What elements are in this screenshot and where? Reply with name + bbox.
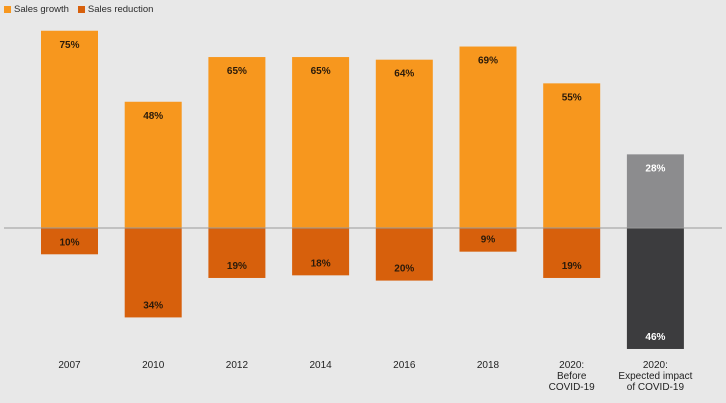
x-tick-line: 2010 [142,360,165,371]
x-tick-line: of COVID-19 [627,382,685,393]
bar-sales-reduction [459,228,517,252]
bar-sales-reduction [124,228,182,318]
bar-sales-reduction [41,228,98,255]
data-label-sales-growth: 64% [394,69,414,80]
x-tick-line: COVID-19 [549,382,596,393]
bar-sales-growth [208,57,266,228]
data-label-sales-reduction: 18% [311,258,331,269]
x-tick-line: 2018 [477,360,500,371]
data-label-sales-reduction: 19% [227,261,247,272]
bar-sales-growth [292,57,350,228]
bar-sales-reduction [292,228,350,276]
bar-sales-reduction [208,228,266,278]
data-label-sales-growth: 69% [478,56,498,67]
x-tick-label: 2016 [393,360,416,371]
data-label-sales-reduction: 34% [143,300,163,311]
data-label-sales-reduction: 10% [59,237,79,248]
legend-label-sales-reduction: Sales reduction [87,3,154,15]
bar-sales-growth [41,30,98,228]
bar-sales-reduction [375,228,433,281]
x-tick-label: 2020: Before COVID-19 [549,360,596,393]
x-tick-line: 2020: [643,360,668,371]
data-label-sales-growth: 65% [311,66,331,77]
x-tick-line: 2007 [58,360,81,371]
data-label-sales-reduction: 20% [394,264,414,275]
x-tick-line: Expected impact [618,371,692,382]
data-label-sales-growth: 55% [562,92,582,103]
data-label-sales-reduction: 19% [562,261,582,272]
bar-sales-growth [375,59,433,229]
x-tick-line: Before [557,371,587,382]
legend-swatch-sales-growth [4,5,11,13]
legend-item-sales-growth: Sales growth [4,4,69,15]
legend-swatch-sales-reduction [77,5,85,13]
data-label-sales-growth: 28% [645,163,665,174]
x-tick-label: 2014 [309,360,332,371]
legend-label-sales-growth: Sales growth [14,3,69,15]
legend: Sales growth Sales reduction [4,3,162,15]
data-label-sales-reduction: 46% [645,332,665,343]
data-label-sales-growth: 65% [227,66,247,77]
bar-sales-reduction [543,228,601,278]
bar-sales-growth [459,46,517,228]
bar-sales-reduction [626,228,684,349]
data-label-sales-growth: 75% [59,40,79,51]
x-tick-line: 2014 [309,360,332,371]
legend-item-sales-reduction: Sales reduction [77,3,154,15]
x-tick-label: 2012 [226,360,249,371]
x-tick-line: 2020: [559,360,584,371]
data-label-sales-reduction: 9% [481,235,496,246]
bar-sales-growth [124,101,182,228]
x-tick-line: 2016 [393,360,416,371]
data-label-sales-growth: 48% [143,111,163,122]
x-tick-line: 2012 [226,360,249,371]
x-tick-label: 2007 [58,360,81,371]
x-tick-label: 2020: Expected impact of COVID-19 [618,360,692,393]
bar-sales-growth [543,83,601,228]
bar-sales-growth [626,154,684,228]
x-tick-label: 2010 [142,360,165,371]
x-tick-label: 2018 [477,360,500,371]
